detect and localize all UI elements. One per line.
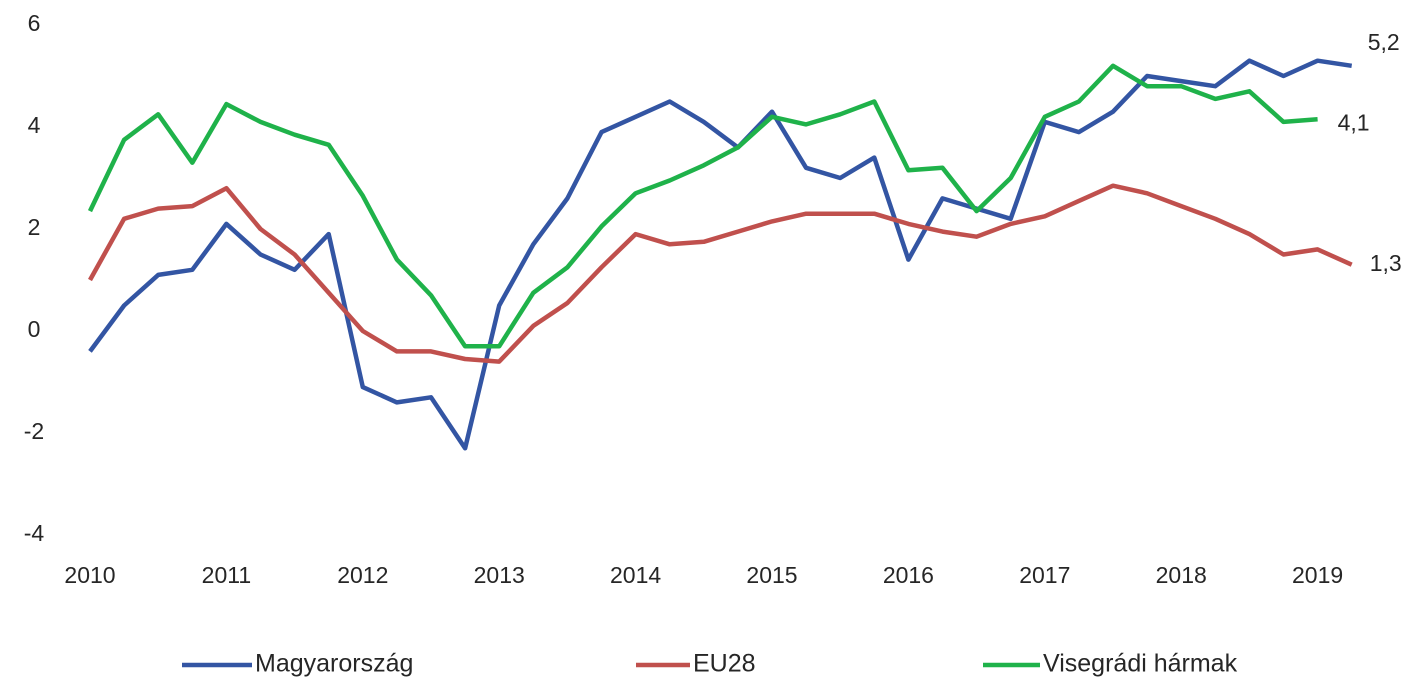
y-tick-label: -2 [24, 418, 44, 444]
x-tick-label: 2016 [883, 562, 934, 588]
series-line [88, 58, 1353, 451]
data-label: 1,3 [1370, 250, 1402, 276]
x-tick-label: 2011 [202, 562, 251, 588]
x-tick-label: 2014 [610, 562, 661, 588]
series-line [88, 183, 1353, 364]
x-tick-label: 2012 [337, 562, 388, 588]
data-label: 4,1 [1338, 109, 1370, 135]
legend-label: EU28 [693, 650, 756, 678]
y-tick-label: 2 [28, 214, 41, 240]
y-tick-label: 6 [28, 10, 41, 36]
x-tick-label: 2013 [474, 562, 525, 588]
legend-label: Visegrádi hármak [1043, 650, 1238, 678]
x-tick-label: 2019 [1292, 562, 1343, 588]
y-tick-label: 4 [28, 112, 41, 138]
y-tick-label: -4 [24, 520, 45, 546]
x-tick-label: 2010 [64, 562, 115, 588]
x-tick-label: 2015 [746, 562, 797, 588]
legend-label: Magyarország [255, 650, 413, 678]
x-tick-label: 2017 [1019, 562, 1070, 588]
data-label: 5,2 [1368, 29, 1400, 55]
x-tick-label: 2018 [1156, 562, 1207, 588]
series-line [87, 63, 1318, 349]
y-tick-label: 0 [28, 316, 41, 342]
